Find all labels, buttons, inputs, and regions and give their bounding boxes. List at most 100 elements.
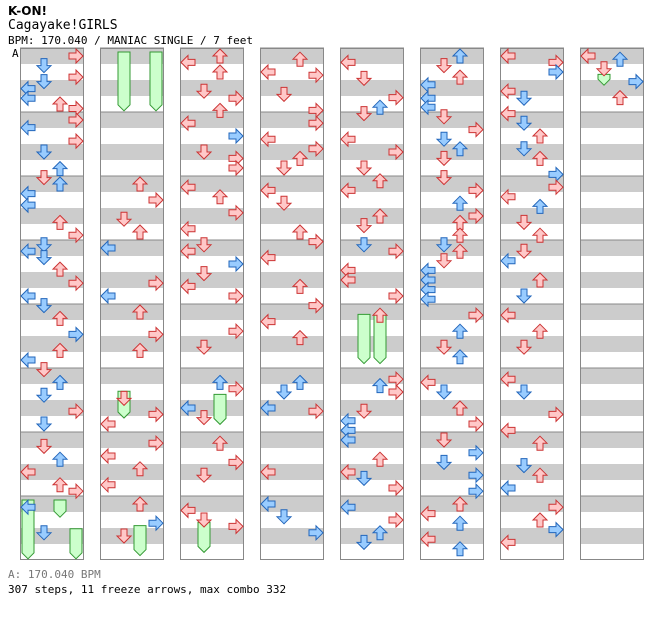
arrow-right-icon: [68, 47, 84, 65]
arrow-right-icon: [388, 511, 404, 529]
arrow-down-icon: [195, 144, 213, 160]
arrow-left-icon: [340, 431, 356, 449]
beat-stripe: [180, 176, 244, 192]
beat-stripe: [500, 432, 564, 448]
arrow-down-icon: [435, 170, 453, 186]
beat-stripe: [500, 368, 564, 384]
beat-stripe: [20, 368, 84, 384]
arrow-up-icon: [51, 176, 69, 192]
beat-stripe: [340, 176, 404, 192]
arrow-right-icon: [68, 111, 84, 129]
arrow-up-icon: [51, 214, 69, 230]
arrow-up-icon: [51, 374, 69, 390]
arrow-down-icon: [35, 170, 53, 186]
arrow-right-icon: [68, 326, 84, 343]
beat-stripe: [500, 304, 564, 320]
beat-stripe: [340, 464, 404, 480]
beat-stripe: [500, 336, 564, 352]
arrow-up-icon: [451, 515, 469, 531]
beat-stripe: [180, 496, 244, 512]
arrow-left-icon: [20, 463, 36, 481]
beat-stripe: [20, 304, 84, 320]
beat-stripe: [100, 432, 164, 448]
arrow-down-icon: [35, 525, 53, 541]
arrow-down-icon: [35, 250, 53, 266]
arrow-down-icon: [115, 390, 133, 407]
arrow-left-icon: [180, 54, 196, 71]
arrow-right-icon: [148, 514, 164, 532]
arrow-left-icon: [180, 502, 196, 519]
arrow-left-icon: [180, 114, 196, 132]
arrow-left-icon: [580, 47, 596, 65]
arrow-left-icon: [20, 287, 36, 305]
beat-stripe: [340, 208, 404, 224]
arrow-down-icon: [115, 211, 133, 227]
beat-stripe: [100, 304, 164, 320]
column-border: [580, 48, 644, 560]
arrow-down-icon: [435, 454, 453, 471]
arrow-left-icon: [420, 530, 436, 548]
arrow-left-icon: [420, 98, 436, 116]
beat-stripe: [580, 144, 644, 160]
beat-stripe: [180, 48, 244, 64]
arrow-down-icon: [195, 339, 213, 355]
beat-stripe: [580, 496, 644, 512]
arrow-up-icon: [371, 173, 389, 189]
arrow-down-icon: [515, 90, 533, 106]
arrow-left-icon: [20, 90, 36, 107]
arrow-left-icon: [500, 534, 516, 551]
beat-stripe: [340, 272, 404, 288]
beat-stripe: [580, 304, 644, 320]
arrow-right-icon: [148, 191, 164, 209]
arrow-down-icon: [435, 131, 453, 147]
arrow-left-icon: [100, 447, 116, 465]
beat-stripe: [580, 400, 644, 416]
beat-stripe: [260, 112, 324, 128]
arrow-left-icon: [420, 505, 436, 522]
freeze-arrow: [53, 499, 67, 518]
arrow-up-icon: [291, 374, 309, 390]
arrow-right-icon: [548, 521, 564, 538]
arrow-right-icon: [148, 274, 164, 292]
beat-stripe: [100, 368, 164, 384]
freeze-arrow: [597, 73, 611, 86]
arrow-up-icon: [291, 150, 309, 166]
arrow-up-icon: [451, 541, 469, 557]
arrow-down-icon: [595, 61, 613, 77]
beat-stripe: [260, 432, 324, 448]
arrow-right-icon: [228, 380, 244, 398]
arrow-down-icon: [355, 70, 373, 87]
arrow-up-icon: [371, 451, 389, 467]
arrow-up-icon: [531, 323, 549, 339]
freeze-arrow: [117, 51, 131, 112]
arrow-up-icon: [211, 189, 229, 205]
beat-stripe: [180, 240, 244, 256]
freeze-arrow: [21, 499, 35, 560]
column-border: [340, 48, 404, 560]
arrow-up-icon: [531, 227, 549, 243]
arrow-left-icon: [500, 370, 516, 388]
arrow-right-icon: [228, 204, 244, 222]
beat-stripe: [580, 112, 644, 128]
beat-stripe: [500, 144, 564, 160]
beat-stripe: [180, 80, 244, 96]
arrow-down-icon: [355, 534, 373, 551]
beat-stripe: [20, 528, 84, 544]
arrow-left-icon: [260, 399, 276, 417]
arrow-right-icon: [388, 479, 404, 497]
column-border: [100, 48, 164, 560]
arrow-down-icon: [195, 237, 213, 253]
beat-stripe: [20, 80, 84, 96]
beat-stripe: [580, 272, 644, 288]
beat-stripe: [20, 208, 84, 224]
arrow-right-icon: [228, 127, 244, 145]
beat-stripe: [180, 432, 244, 448]
arrow-up-icon: [131, 342, 149, 358]
arrow-down-icon: [355, 106, 373, 122]
arrow-right-icon: [148, 406, 164, 423]
beat-stripe: [260, 528, 324, 544]
arrow-up-icon: [531, 150, 549, 166]
arrow-right-icon: [68, 402, 84, 420]
arrow-right-icon: [468, 207, 484, 225]
arrow-down-icon: [355, 237, 373, 253]
